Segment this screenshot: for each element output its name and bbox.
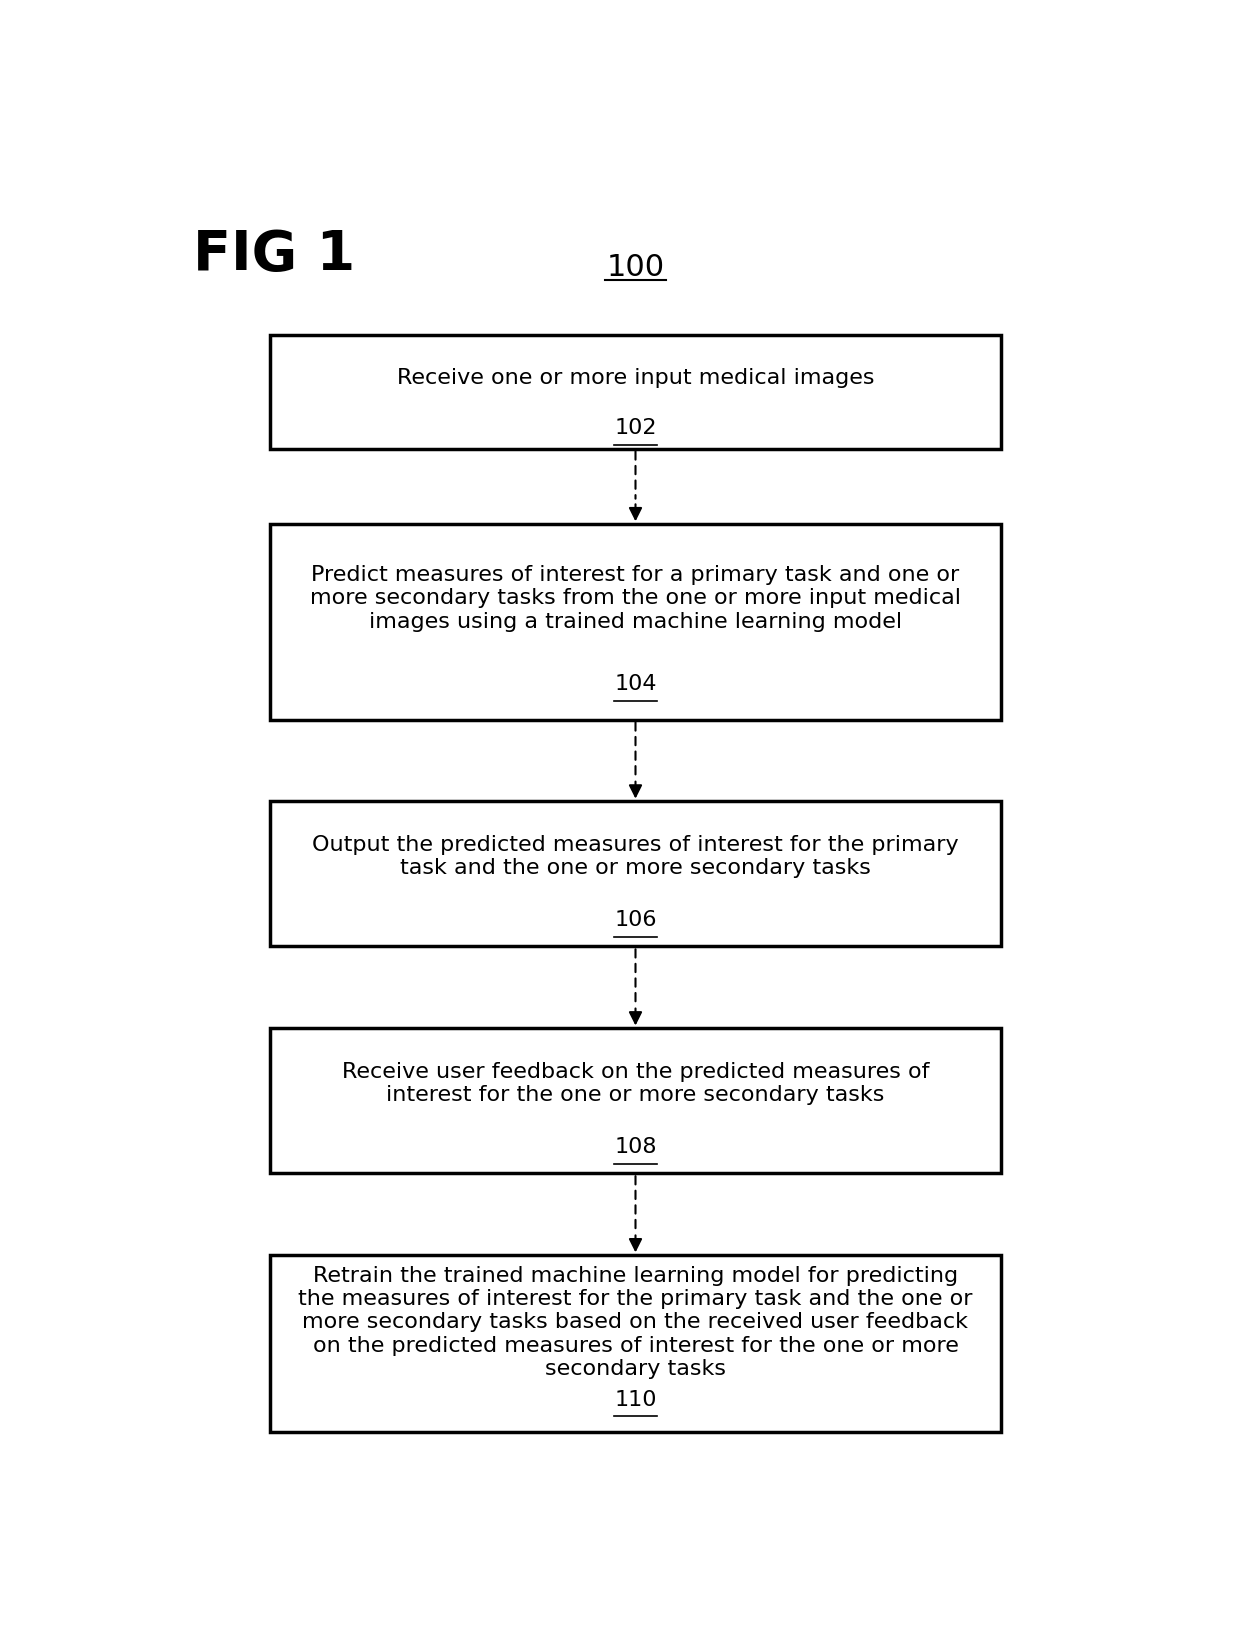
FancyBboxPatch shape — [270, 1256, 1001, 1432]
Text: 106: 106 — [614, 910, 657, 930]
Text: FIG 1: FIG 1 — [193, 228, 356, 282]
FancyBboxPatch shape — [270, 336, 1001, 449]
Text: Predict measures of interest for a primary task and one or
more secondary tasks : Predict measures of interest for a prima… — [310, 565, 961, 632]
Text: 102: 102 — [614, 417, 657, 439]
FancyBboxPatch shape — [270, 802, 1001, 946]
FancyBboxPatch shape — [270, 1028, 1001, 1174]
Text: Receive one or more input medical images: Receive one or more input medical images — [397, 368, 874, 388]
Text: 110: 110 — [614, 1390, 657, 1409]
Text: Receive user feedback on the predicted measures of
interest for the one or more : Receive user feedback on the predicted m… — [342, 1062, 929, 1105]
Text: 100: 100 — [606, 254, 665, 282]
FancyBboxPatch shape — [270, 524, 1001, 720]
Text: Retrain the trained machine learning model for predicting
the measures of intere: Retrain the trained machine learning mod… — [299, 1265, 972, 1378]
Text: Output the predicted measures of interest for the primary
task and the one or mo: Output the predicted measures of interes… — [312, 835, 959, 877]
Text: 108: 108 — [614, 1138, 657, 1157]
Text: 104: 104 — [614, 674, 657, 694]
